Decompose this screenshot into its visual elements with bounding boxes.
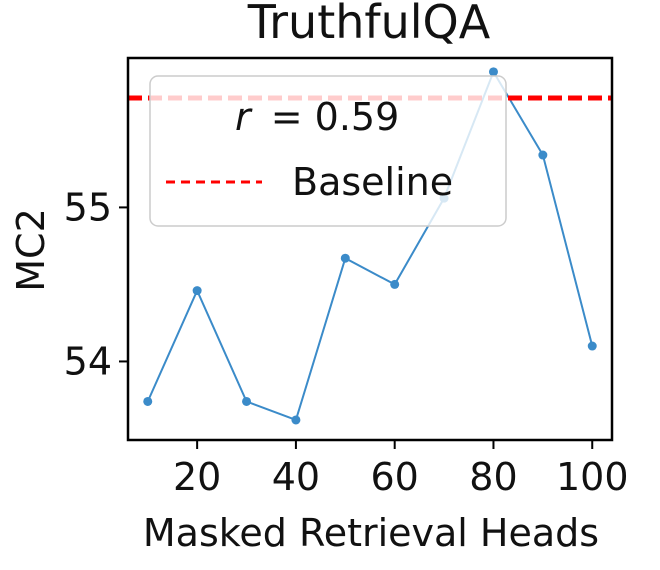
data-point	[242, 396, 252, 406]
annotation-value: = 0.59	[271, 95, 400, 139]
plot-frame	[126, 56, 614, 442]
legend: r = 0.59 Baseline	[149, 75, 507, 227]
x-tick-label: 100	[556, 455, 629, 499]
x-tick-label: 80	[469, 455, 517, 499]
legend-baseline-label: Baseline	[292, 160, 453, 204]
data-point	[488, 67, 498, 77]
data-point	[587, 341, 597, 351]
data-point	[143, 396, 153, 406]
chart-title: TruthfulQA	[247, 0, 491, 49]
series-line	[146, 69, 594, 422]
data-point	[192, 286, 202, 296]
x-tick-label: 20	[173, 455, 221, 499]
data-point	[291, 415, 301, 425]
x-tick-label: 60	[371, 455, 419, 499]
legend-annotation: r = 0.59	[235, 95, 399, 139]
legend-box	[149, 75, 507, 227]
ticks: 20 40 60 80 100 54 55	[64, 185, 629, 499]
annotation-variable: r	[235, 95, 253, 139]
data-point	[340, 253, 350, 263]
x-axis-label: Masked Retrieval Heads	[143, 511, 599, 555]
y-tick-label: 54	[64, 339, 112, 383]
y-axis-label: MC2	[9, 208, 53, 292]
data-point	[538, 150, 548, 160]
y-tick-label: 55	[64, 185, 112, 229]
x-tick-label: 40	[272, 455, 320, 499]
series-layer	[143, 67, 597, 425]
data-point	[390, 279, 400, 289]
